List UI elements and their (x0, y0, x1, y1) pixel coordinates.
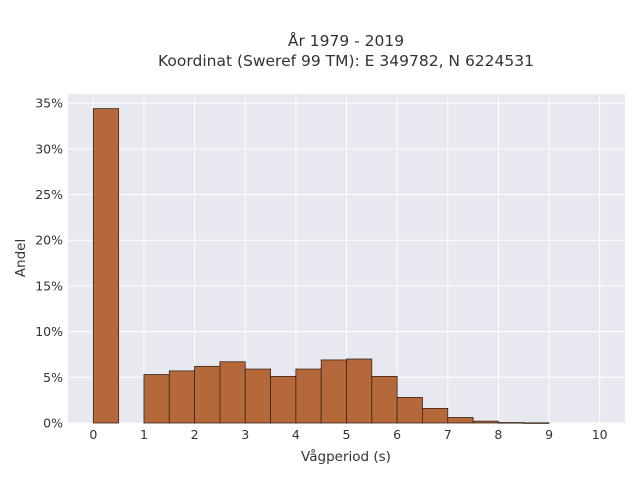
histogram-bar (143, 374, 170, 424)
y-tick-label: 25% (35, 187, 63, 202)
histogram-bar (270, 375, 297, 424)
y-tick-label: 5% (43, 370, 63, 385)
histogram-bar (422, 407, 449, 424)
y-tick-label: 20% (35, 233, 63, 248)
x-tick-label: 1 (140, 427, 148, 442)
chart-title-line1: År 1979 - 2019 (288, 31, 404, 50)
x-tick-label: 4 (292, 427, 300, 442)
histogram-bar (523, 422, 550, 424)
y-tick-label: 10% (35, 324, 63, 339)
histogram-bar (320, 359, 347, 424)
histogram-bar (295, 368, 322, 424)
histogram-bar (447, 417, 474, 424)
x-tick-label: 5 (343, 427, 351, 442)
histogram-bar (219, 361, 246, 424)
y-tick-label: 30% (35, 141, 63, 156)
chart-title-line2: Koordinat (Sweref 99 TM): E 349782, N 62… (158, 52, 534, 70)
histogram-bar (244, 368, 271, 424)
y-axis-label: Andel (13, 239, 29, 277)
histogram-bar (396, 397, 423, 424)
y-axis-ticks: 0% 5% 10% 15% 20% 25% 30% 35% (35, 96, 63, 431)
bars-group (92, 108, 550, 424)
x-tick-label: 7 (444, 427, 452, 442)
histogram-bar (194, 365, 221, 424)
x-tick-label: 8 (494, 427, 502, 442)
histogram-bar (92, 108, 120, 424)
grid-lines (68, 94, 625, 424)
x-tick-label: 6 (393, 427, 401, 442)
x-tick-label: 10 (592, 427, 608, 442)
y-tick-label: 0% (43, 416, 63, 431)
x-axis-label: Vågperiod (s) (301, 448, 391, 465)
x-tick-label: 9 (545, 427, 553, 442)
x-tick-label: 0 (89, 427, 97, 442)
x-tick-label: 2 (191, 427, 199, 442)
histogram-bar (346, 358, 373, 424)
histogram-bar (498, 422, 525, 424)
histogram-bar (472, 420, 499, 424)
x-axis-ticks: 0 1 2 3 4 5 6 7 8 9 10 (89, 427, 607, 442)
y-tick-label: 35% (35, 96, 63, 111)
histogram-bar (168, 370, 195, 424)
histogram-bar (371, 375, 398, 424)
y-tick-label: 15% (35, 278, 63, 293)
x-tick-label: 3 (241, 427, 249, 442)
